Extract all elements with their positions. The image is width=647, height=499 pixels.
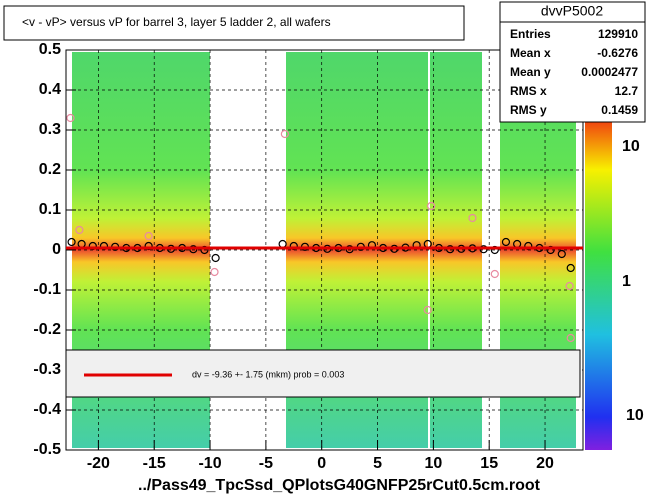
title-box xyxy=(3,5,465,41)
point xyxy=(67,237,76,247)
chart-title: <v - vP> versus vP for barrel 3, layer 5… xyxy=(22,15,331,29)
y-tick-label: -0.3 xyxy=(33,361,61,378)
colorbar-label: 10 xyxy=(622,138,640,155)
stats-key: Entries xyxy=(510,27,551,41)
stats-value: -0.6276 xyxy=(597,46,638,60)
y-tick-label: -0.1 xyxy=(33,281,61,298)
y-tick-label: 0.2 xyxy=(39,161,61,178)
x-tick-label: 5 xyxy=(373,455,382,472)
x-tick-label: -5 xyxy=(259,455,273,472)
y-tick-label: -0.4 xyxy=(33,401,61,418)
point xyxy=(566,263,575,273)
y-tick-label: -0.5 xyxy=(33,441,61,458)
point xyxy=(501,237,511,247)
stats-key: Mean x xyxy=(510,46,551,60)
point xyxy=(210,267,219,277)
y-tick-label: 0 xyxy=(52,241,61,258)
y-tick-label: 0.5 xyxy=(39,41,61,58)
colorbar-label: 10 xyxy=(626,407,644,424)
point xyxy=(66,113,75,123)
y-tick-label: 0.3 xyxy=(39,121,61,138)
grid: -20 -15 -10 -5 0 5 10 15 20 0.5 0.4 0.3 0.2 0.1 0 -0.1 -… xyxy=(33,41,583,472)
point xyxy=(280,129,289,139)
point xyxy=(75,225,84,235)
point xyxy=(490,269,499,279)
stats-title: dvvP5002 xyxy=(541,3,603,19)
stats-key: RMS x xyxy=(510,84,547,98)
point xyxy=(144,231,153,241)
stats-value: 12.7 xyxy=(615,84,639,98)
x-tick-label: 0 xyxy=(317,455,326,472)
y-tick-label: 0.4 xyxy=(39,81,61,98)
point xyxy=(427,201,436,211)
x-tick-label: -15 xyxy=(143,455,166,472)
x-tick-label: -20 xyxy=(87,455,110,472)
stats-key: RMS y xyxy=(510,103,547,117)
point xyxy=(423,305,432,315)
stats-key: Mean y xyxy=(510,65,551,79)
y-tick-label: 0.1 xyxy=(39,201,61,218)
y-tick-label: -0.2 xyxy=(33,321,61,338)
fit-label: dv = -9.36 +- 1.75 (mkm) prob = 0.003 xyxy=(192,369,344,379)
colorbar xyxy=(585,120,612,450)
stats-value: 129910 xyxy=(598,27,638,41)
point xyxy=(565,281,574,291)
x-tick-label: 15 xyxy=(480,455,498,472)
x-tick-label: 10 xyxy=(424,455,442,472)
x-tick-label: 20 xyxy=(536,455,554,472)
stats-rows: Entries 129910 Mean x -0.6276 Mean y 0.000247… xyxy=(510,27,638,117)
point xyxy=(557,249,566,259)
point xyxy=(211,253,220,263)
colorbar-label: 1 xyxy=(622,273,631,290)
stats-value: 0.1459 xyxy=(601,103,638,117)
point xyxy=(468,213,477,223)
x-axis-label: ../Pass49_TpcSsd_QPlotsG40GNFP25rCut0.5c… xyxy=(138,477,541,494)
x-tick-label: -10 xyxy=(198,455,221,472)
point xyxy=(566,333,575,343)
stats-value: 0.0002477 xyxy=(581,65,638,79)
